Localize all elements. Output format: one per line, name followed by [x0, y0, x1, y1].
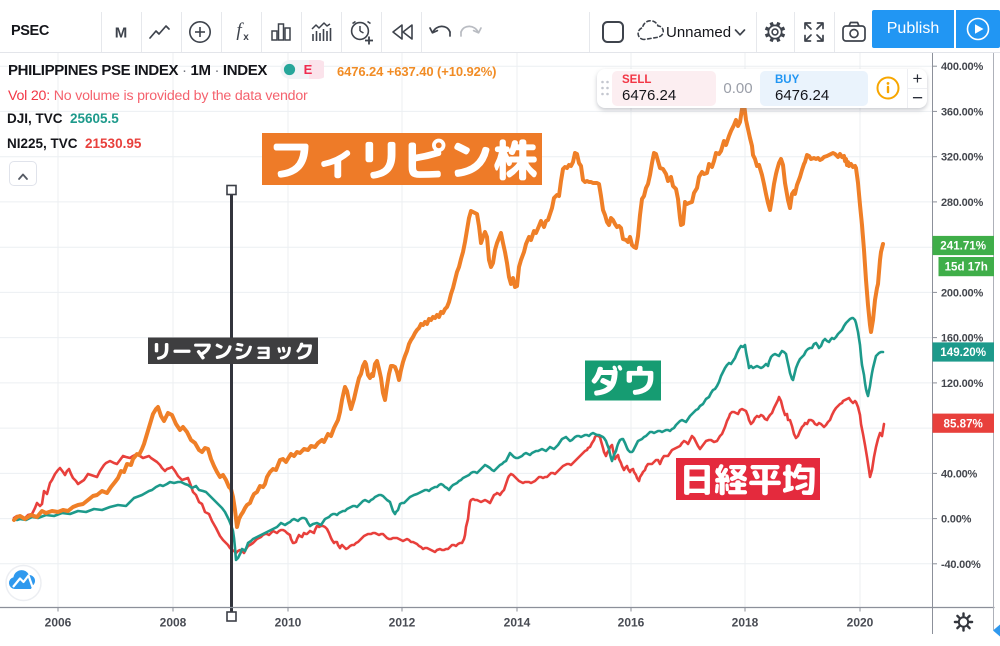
svg-text:f: f [236, 20, 244, 41]
svg-text:2008: 2008 [160, 616, 187, 630]
svg-text:360.00%: 360.00% [941, 106, 983, 118]
svg-text:40.00%: 40.00% [941, 468, 978, 480]
svg-text:320.00%: 320.00% [941, 152, 983, 164]
svg-text:2016: 2016 [618, 616, 645, 630]
svg-text:2014: 2014 [504, 616, 531, 630]
svg-text:E: E [304, 62, 313, 77]
svg-text:400.00%: 400.00% [941, 61, 983, 73]
svg-text:2018: 2018 [732, 616, 759, 630]
svg-text:x: x [243, 32, 249, 43]
svg-text:85.87%: 85.87% [944, 417, 983, 430]
svg-text:160.00%: 160.00% [941, 333, 983, 345]
svg-text:0.00%: 0.00% [941, 514, 972, 526]
svg-text:120.00%: 120.00% [941, 378, 983, 390]
svg-text:2012: 2012 [389, 616, 416, 630]
svg-text:2020: 2020 [847, 616, 874, 630]
svg-text:M: M [115, 25, 128, 42]
svg-text:149.20%: 149.20% [940, 346, 986, 359]
svg-text:280.00%: 280.00% [941, 197, 983, 209]
svg-text:2010: 2010 [275, 616, 302, 630]
svg-text:-40.00%: -40.00% [941, 559, 981, 571]
svg-text:2006: 2006 [45, 616, 72, 630]
svg-text:200.00%: 200.00% [941, 287, 983, 299]
svg-text:241.71%: 241.71% [940, 240, 986, 253]
svg-text:15d 17h: 15d 17h [945, 261, 988, 274]
